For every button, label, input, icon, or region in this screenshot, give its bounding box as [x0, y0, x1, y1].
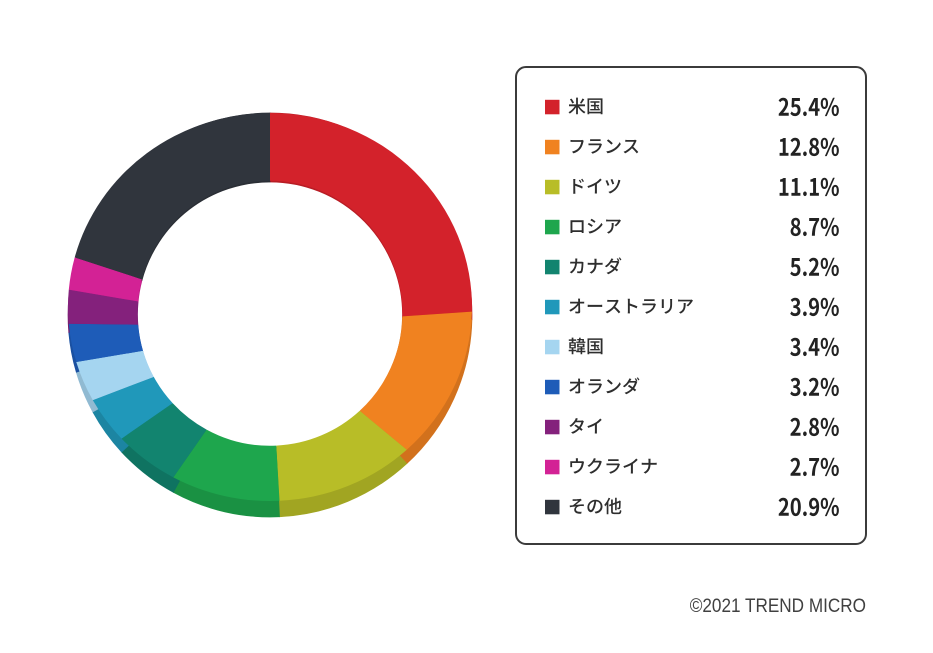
svg-text:©2021 TREND MICRO: ©2021 TREND MICRO: [690, 594, 866, 616]
